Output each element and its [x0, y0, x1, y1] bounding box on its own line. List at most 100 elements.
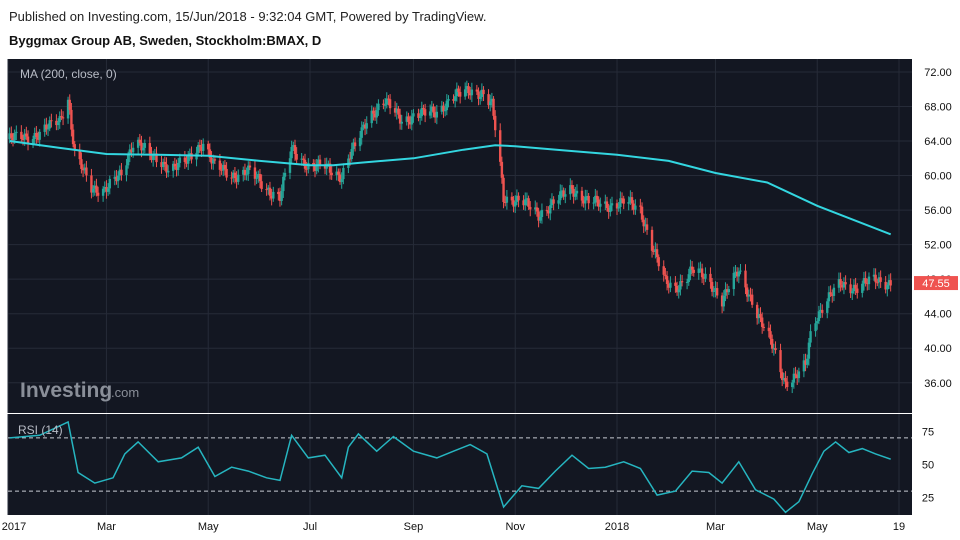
candle-body: [709, 273, 712, 282]
candle-body: [288, 158, 292, 173]
candle-body: [387, 98, 390, 100]
candle-body: [642, 219, 645, 227]
candle-body: [791, 382, 794, 388]
candle-body: [208, 149, 212, 158]
candle-body: [477, 91, 480, 99]
candle-body: [604, 201, 607, 204]
rsi-indicator-label[interactable]: RSI (14): [18, 423, 63, 437]
time-tick-label: 2017: [2, 521, 26, 533]
candle-body: [423, 109, 427, 116]
candle-body: [422, 107, 425, 110]
candle-body: [60, 116, 63, 118]
candle-body: [235, 178, 238, 182]
candle-body: [575, 190, 579, 194]
candle-body: [108, 178, 111, 189]
price-tick-label: 40.00: [924, 343, 952, 355]
candle-body: [103, 187, 106, 189]
candle-body: [176, 162, 180, 171]
candle-body: [382, 103, 385, 105]
time-tick-label: 2018: [605, 521, 629, 533]
candle-body: [417, 113, 420, 118]
candle-body: [749, 294, 752, 296]
candle-body: [230, 177, 233, 179]
candle-body: [675, 285, 679, 293]
candle-body: [517, 195, 520, 201]
candle-body: [257, 174, 260, 178]
candle-body: [66, 99, 70, 119]
candle-body: [68, 99, 71, 110]
rsi-band-lines: [8, 437, 912, 492]
price-tick-label: 44.00: [924, 309, 952, 321]
candle-body: [21, 138, 25, 140]
rsi-pane-background: [8, 414, 912, 515]
candle-body: [55, 120, 58, 126]
candle-body: [218, 160, 222, 170]
rsi-line: [9, 420, 891, 514]
candle-body: [335, 171, 338, 176]
candle-body: [317, 159, 320, 166]
candle-body: [151, 154, 155, 160]
candle-body: [337, 171, 340, 175]
candle-body: [365, 123, 368, 129]
candle-body: [745, 287, 749, 297]
candle-body: [375, 110, 378, 118]
candle-body: [534, 207, 537, 210]
candle-body: [814, 323, 817, 332]
candle-body: [265, 189, 268, 191]
time-tick-label: Mar: [97, 521, 116, 533]
candle-body: [727, 289, 731, 293]
candle-body: [866, 283, 869, 285]
candle-body: [639, 205, 642, 207]
candle-body: [61, 117, 65, 119]
candle-body: [844, 282, 847, 285]
candle-body: [769, 331, 772, 339]
candle-body: [615, 203, 619, 209]
candle-body: [817, 311, 821, 322]
candle-body: [697, 268, 700, 273]
candle-body: [200, 146, 203, 151]
candle-body: [797, 371, 801, 379]
candle-body: [792, 373, 796, 383]
candle-body: [510, 196, 514, 201]
candle-body: [125, 165, 128, 175]
candle-body: [779, 350, 782, 373]
price-tick-label: 52.00: [924, 240, 952, 252]
candle-body: [505, 196, 509, 203]
candle-body: [20, 131, 23, 139]
candle-body: [407, 116, 410, 122]
candle-body: [794, 373, 797, 375]
candle-body: [372, 110, 375, 114]
candle-body: [198, 145, 202, 147]
candle-body: [136, 139, 140, 148]
candle-body: [780, 372, 784, 381]
candle-body: [358, 137, 362, 147]
candle-body: [854, 284, 857, 289]
candle-body: [500, 161, 504, 178]
ma-indicator-label[interactable]: MA (200, close, 0): [20, 67, 117, 81]
candle-body: [223, 164, 227, 169]
candle-body: [15, 131, 18, 134]
candle-body: [160, 162, 163, 168]
candle-body: [744, 270, 747, 288]
candle-body: [393, 108, 397, 113]
candle-body: [525, 198, 529, 200]
candle-body: [342, 167, 345, 180]
candle-body: [373, 113, 377, 118]
candle-body: [690, 266, 694, 270]
candle-body: [96, 192, 100, 196]
candle-body: [428, 111, 432, 116]
candle-body: [105, 187, 108, 192]
candle-body: [710, 281, 714, 292]
candle-body: [831, 294, 834, 296]
candle-body: [166, 170, 170, 173]
candle-body: [248, 165, 252, 168]
candle-body: [277, 191, 280, 195]
candle-body: [410, 116, 413, 125]
candle-body: [58, 116, 61, 123]
price-axis: 72.0068.0064.0060.0056.0052.0048.0044.00…: [924, 67, 952, 390]
candle-body: [113, 176, 116, 179]
candle-body: [487, 94, 490, 106]
candle-body: [587, 195, 590, 204]
candle-body: [861, 283, 864, 293]
